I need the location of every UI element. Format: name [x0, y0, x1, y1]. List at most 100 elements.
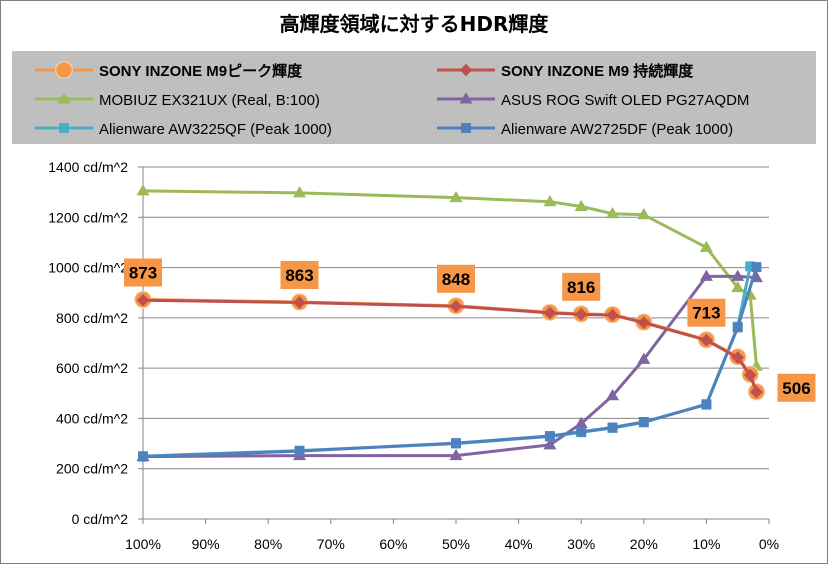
- series-5: [138, 262, 762, 462]
- data-point: [745, 261, 756, 272]
- data-point: [606, 308, 619, 322]
- data-point: [138, 451, 148, 462]
- legend-item: SONY INZONE M9 持続輝度: [437, 62, 694, 80]
- data-point: [293, 296, 306, 309]
- legend-item: SONY INZONE M9ピーク輝度: [35, 61, 303, 80]
- x-tick-label: 40%: [505, 536, 533, 552]
- y-tick-label: 1000 cd/m^2: [48, 260, 128, 276]
- data-point: [606, 389, 619, 401]
- callout-label: 848: [442, 270, 470, 289]
- x-tick-label: 60%: [379, 536, 407, 552]
- x-tick-label: 20%: [630, 536, 658, 552]
- x-axis-tick-labels: 100% 90% 80% 70% 60% 50% 40% 30% 20% 10% 0%: [125, 519, 779, 552]
- data-point: [449, 190, 463, 203]
- data-point: [731, 351, 744, 364]
- data-point: [750, 385, 763, 399]
- y-tick-label: 0 cd/m^2: [72, 511, 129, 527]
- legend-swatch-marker: [459, 63, 473, 77]
- data-point: [732, 322, 743, 333]
- series-line: [142, 266, 758, 459]
- x-tick-label: 100%: [125, 536, 161, 552]
- legend-label: SONY INZONE M9 持続輝度: [501, 62, 694, 80]
- data-point: [294, 446, 305, 457]
- legend-swatch-marker: [55, 61, 73, 79]
- legend-label: Alienware AW3225QF (Peak 1000): [99, 121, 332, 138]
- callout-label: 816: [567, 278, 595, 297]
- callout-box: [280, 261, 319, 290]
- data-point: [700, 333, 713, 347]
- callout-label: 863: [285, 266, 313, 285]
- data-point: [543, 194, 557, 207]
- legend: SONY INZONE M9ピーク輝度 SONY INZONE M9 持続輝度 MO…: [12, 51, 816, 144]
- data-callouts: 873 863 848 816 713 506: [124, 258, 816, 402]
- data-point: [607, 422, 618, 433]
- legend-label: Alienware AW2725DF (Peak 1000): [501, 121, 733, 138]
- legend-swatch-marker: [59, 123, 69, 133]
- data-point: [136, 184, 150, 196]
- data-point: [543, 438, 557, 450]
- y-tick-label: 600 cd/m^2: [56, 360, 128, 376]
- x-tick-label: 90%: [192, 536, 220, 552]
- callout-box: [562, 272, 601, 301]
- x-tick-label: 10%: [692, 536, 720, 552]
- x-tick-label: 50%: [442, 536, 470, 552]
- data-point: [699, 269, 713, 281]
- legend-swatch-marker: [459, 92, 473, 104]
- data-point: [293, 186, 306, 198]
- callout-label: 713: [692, 304, 720, 323]
- data-point: [731, 280, 745, 293]
- x-tick-label: 0%: [759, 536, 779, 552]
- callout-box: [437, 264, 475, 293]
- data-point: [637, 316, 651, 329]
- data-point: [743, 368, 757, 382]
- data-point: [699, 240, 713, 252]
- y-tick-label: 400 cd/m^2: [56, 410, 128, 426]
- callout-label: 873: [129, 264, 157, 283]
- plot-area: [134, 184, 766, 462]
- x-tick-label: 80%: [254, 536, 282, 552]
- data-point: [576, 426, 587, 437]
- y-tick-label: 200 cd/m^2: [56, 461, 128, 477]
- chart-title: 高輝度領域に対するHDR輝度: [280, 12, 550, 36]
- data-point: [574, 199, 588, 211]
- data-point: [136, 293, 150, 307]
- data-point: [544, 431, 555, 441]
- legend-item: MOBIUZ EX321UX (Real, B:100): [35, 92, 320, 109]
- legend-label: SONY INZONE M9ピーク輝度: [99, 62, 303, 80]
- data-point: [543, 306, 557, 320]
- legend-label: ASUS ROG Swift OLED PG27AQDM: [501, 92, 749, 109]
- data-point: [574, 308, 588, 321]
- series-line: [142, 274, 757, 459]
- x-tick-label: 30%: [567, 536, 595, 552]
- y-axis-tick-labels: 0 cd/m^2 200 cd/m^2 400 cd/m^2 600 cd/m^2 80…: [48, 159, 128, 527]
- data-point: [449, 299, 463, 313]
- legend-swatch-marker: [461, 123, 471, 133]
- data-point: [451, 438, 461, 449]
- series-1: [136, 293, 763, 399]
- legend-background: [12, 51, 816, 144]
- x-tick-label: 70%: [317, 536, 345, 552]
- data-point: [637, 352, 651, 364]
- data-point: [731, 269, 745, 281]
- legend-swatch-marker: [57, 92, 71, 104]
- data-point: [637, 208, 651, 220]
- callout-label: 506: [782, 379, 810, 398]
- callout-box: [777, 373, 816, 402]
- data-point: [449, 448, 463, 461]
- callout-box: [687, 298, 726, 327]
- legend-item: Alienware AW2725DF (Peak 1000): [437, 121, 733, 138]
- legend-label: MOBIUZ EX321UX (Real, B:100): [99, 92, 320, 109]
- data-point: [574, 416, 588, 428]
- legend-item: ASUS ROG Swift OLED PG27AQDM: [437, 92, 749, 109]
- data-point: [751, 262, 762, 273]
- y-tick-label: 1200 cd/m^2: [48, 209, 128, 225]
- y-tick-label: 800 cd/m^2: [56, 310, 128, 326]
- data-point: [606, 207, 619, 219]
- data-point: [638, 416, 649, 427]
- callout-box: [124, 258, 162, 287]
- legend-item: Alienware AW3225QF (Peak 1000): [35, 121, 332, 138]
- series-2: [136, 184, 763, 371]
- data-point: [701, 399, 712, 410]
- y-tick-label: 1400 cd/m^2: [48, 159, 128, 175]
